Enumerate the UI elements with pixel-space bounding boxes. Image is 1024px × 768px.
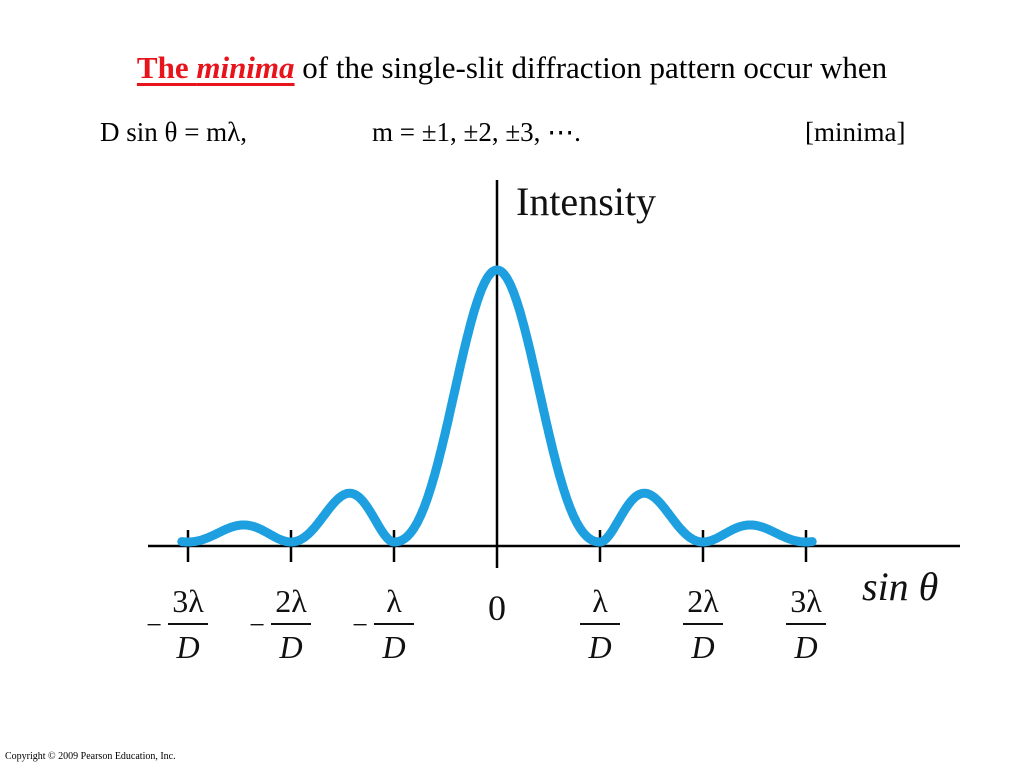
tick-label-numerator: 2λ (275, 583, 307, 619)
tick-label-zero: 0 (488, 588, 506, 628)
tick-label: 2λ D (683, 583, 723, 665)
tick-label: 2λ D− (249, 583, 311, 665)
tick-label: 3λ D− (146, 583, 208, 665)
tick-label: λD (580, 583, 620, 665)
intensity-curve (177, 265, 817, 547)
tick-label-numerator: 3λ (172, 583, 204, 619)
equation-condition: D sin θ = mλ, (100, 117, 248, 147)
tick-label-denominator: D (278, 629, 302, 665)
tick-label-numerator: λ (592, 583, 608, 619)
tick-label-denominator: D (175, 629, 199, 665)
title-rest: of the single-slit diffraction pattern o… (294, 50, 888, 85)
equation-tag: [minima] (805, 117, 906, 147)
tick-label-denominator: D (587, 629, 611, 665)
x-axis-label: sin θ (862, 564, 938, 609)
tick-label-numerator: 3λ (790, 583, 822, 619)
copyright-notice: Copyright © 2009 Pearson Education, Inc. (5, 751, 176, 762)
tick-label-sign: − (352, 610, 368, 641)
tick-label: λD− (352, 583, 414, 665)
tick-label-sign: − (249, 610, 265, 641)
tick-label-denominator: D (690, 629, 714, 665)
tick-label-numerator: 2λ (687, 583, 719, 619)
tick-label-denominator: D (793, 629, 817, 665)
tick-label: 3λ D (786, 583, 826, 665)
equation-orders: m = ±1, ±2, ±3, ⋯. (372, 117, 581, 147)
page-title: The minima of the single-slit diffractio… (0, 48, 1024, 88)
tick-label-numerator: λ (386, 583, 402, 619)
title-emphasis: minima (196, 50, 295, 85)
y-axis-label: Intensity (516, 179, 656, 224)
tick-label-sign: − (146, 610, 162, 641)
tick-label-denominator: D (381, 629, 405, 665)
title-prefix: The (136, 50, 197, 85)
